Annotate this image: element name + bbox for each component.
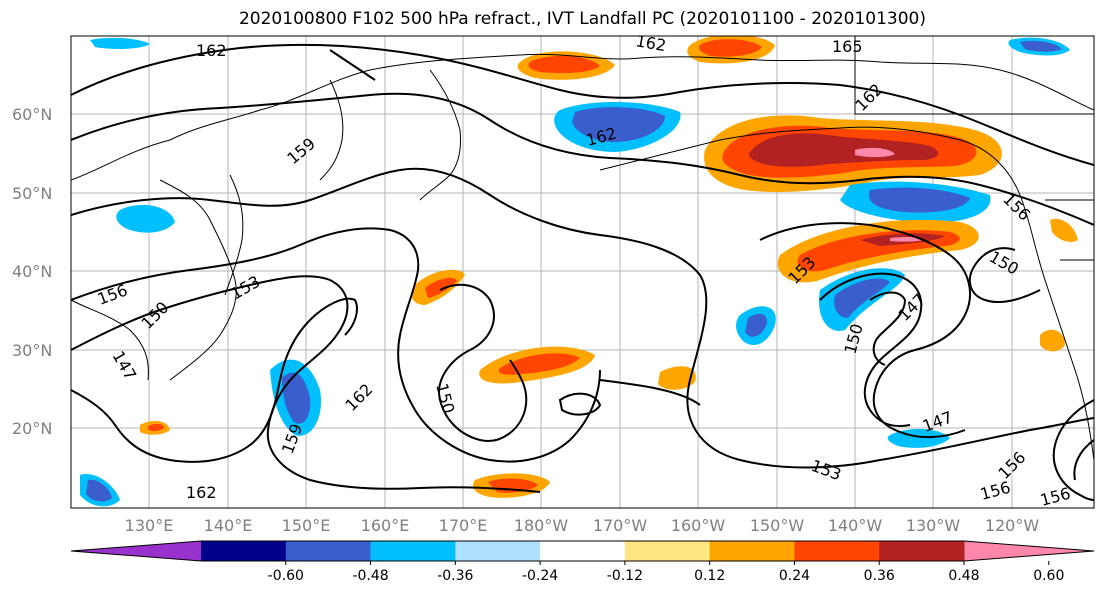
- colorbar-tick-label: 0.48: [948, 568, 979, 584]
- lat-label-20n: 20°N: [12, 419, 52, 438]
- colorbar-tick-label: -0.60: [268, 568, 304, 584]
- coastlines: [71, 36, 1094, 461]
- colorbar-outline: [70, 540, 1095, 562]
- colorbar-tick-label: -0.48: [352, 568, 388, 584]
- lon-label: 150°E: [282, 516, 331, 535]
- colorbar-segment: [201, 541, 287, 561]
- colorbar: -0.60 -0.48 -0.36 -0.24 -0.12 0.12 0.24 0.36 0.4…: [70, 540, 1095, 584]
- lon-label: 180°W: [514, 516, 569, 535]
- contour-label: 165: [832, 37, 863, 56]
- colorbar-tick-label: -0.36: [437, 568, 473, 584]
- lon-label: 140°W: [828, 516, 883, 535]
- colorbar-segment: [879, 541, 965, 561]
- colorbar-segment: [624, 541, 711, 561]
- contour-label: 162: [196, 41, 227, 60]
- lat-label-60n: 60°N: [12, 105, 52, 124]
- colorbar-segment: [455, 541, 541, 561]
- colorbar-extend-low: [71, 541, 201, 561]
- lon-label: 160°W: [671, 516, 726, 535]
- lon-label: 170°W: [593, 516, 648, 535]
- lat-label-50n: 50°N: [12, 184, 52, 203]
- colorbar-extend-high: [964, 541, 1094, 561]
- colorbar-tick-label: 0.36: [864, 568, 895, 584]
- lon-label: 160°E: [361, 516, 410, 535]
- lon-label: 130°W: [906, 516, 961, 535]
- lon-label: 170°E: [439, 516, 488, 535]
- lon-label: 140°E: [204, 516, 253, 535]
- lon-label: 150°W: [750, 516, 805, 535]
- colorbar-segment: [540, 541, 626, 561]
- colorbar-tick-label: -0.12: [607, 568, 643, 584]
- lon-label: 120°W: [985, 516, 1040, 535]
- shaded-fields: [80, 36, 1078, 507]
- map-title: 2020100800 F102 500 hPa refract., IVT La…: [238, 9, 926, 29]
- lat-label-40n: 40°N: [12, 262, 52, 281]
- longitude-labels: 130°E 140°E 150°E 160°E 170°E 180°W 170°…: [125, 516, 1040, 535]
- plot-border: [70, 35, 1095, 509]
- colorbar-tick-label: 0.60: [1033, 568, 1064, 584]
- colorbar-segment: [794, 541, 880, 561]
- colorbar-segment: [285, 541, 372, 561]
- colorbar-segment: [370, 541, 456, 561]
- contour-label: 162: [634, 31, 667, 55]
- latitude-labels: 60°N 50°N 40°N 30°N 20°N: [12, 105, 52, 438]
- contour-label: 162: [186, 483, 217, 502]
- colorbar-tick-label: 0.24: [779, 568, 810, 584]
- colorbar-tick-label: 0.12: [694, 568, 725, 584]
- contour-lines: [71, 43, 1094, 501]
- lon-label: 130°E: [125, 516, 174, 535]
- colorbar-tick-label: -0.24: [522, 568, 558, 584]
- colorbar-segment: [709, 541, 795, 561]
- lat-label-30n: 30°N: [12, 341, 52, 360]
